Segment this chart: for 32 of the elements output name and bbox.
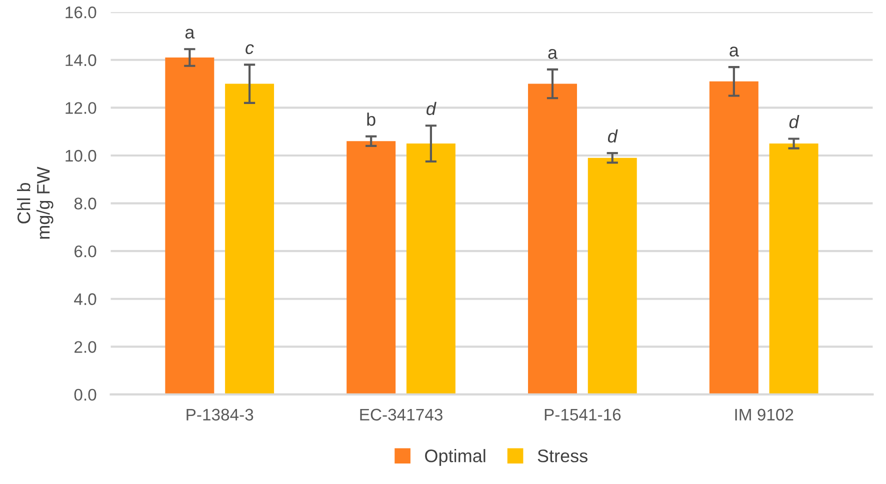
data-label: b [367, 112, 376, 126]
y-tick-label: 8.0 [74, 198, 96, 210]
y-tick-label: 12.0 [66, 102, 96, 114]
bar [165, 58, 214, 394]
data-label: a [185, 28, 195, 39]
y-tick-label: 14.0 [66, 54, 96, 66]
bar [346, 141, 396, 394]
bar [588, 158, 637, 394]
y-tick-label: 4.0 [74, 293, 96, 306]
x-tick-label: EC-341743 [360, 408, 442, 421]
y-axis-title: Chl b mg/g FW [17, 166, 54, 239]
data-label: d [426, 102, 436, 116]
bar [769, 144, 818, 394]
y-tick-label: 10.0 [66, 150, 96, 162]
x-tick-label: P-1384-3 [186, 408, 254, 421]
bar [709, 81, 758, 394]
legend-label: Optimal [425, 449, 486, 466]
y-tick-label: 6.0 [74, 245, 96, 258]
data-label: a [548, 49, 558, 59]
x-tick-label: P-1541-16 [544, 408, 621, 421]
y-tick-label: 0.0 [74, 388, 96, 401]
legend-label: Stress [538, 450, 588, 462]
y-tick-label: 16.0 [66, 6, 96, 18]
bar [225, 84, 274, 394]
data-label: d [789, 114, 800, 128]
data-label: a [730, 46, 739, 57]
bar [406, 144, 456, 394]
data-label: d [608, 129, 618, 143]
data-label: c [246, 44, 254, 54]
bar [528, 84, 577, 394]
x-tick-label: IM 9102 [735, 408, 794, 421]
y-tick-label: 2.0 [74, 341, 96, 353]
